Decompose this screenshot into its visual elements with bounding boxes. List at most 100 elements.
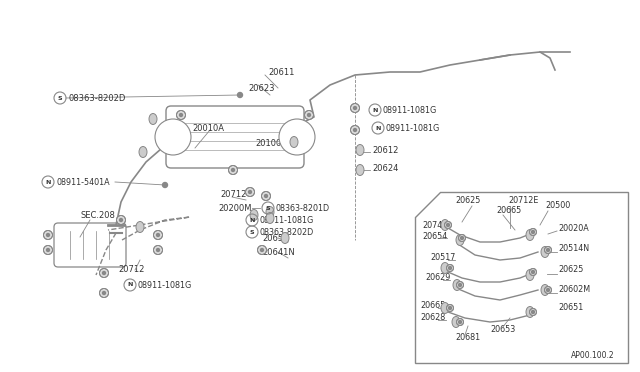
- Text: 20665: 20665: [496, 205, 521, 215]
- Text: 20654: 20654: [422, 231, 447, 241]
- Ellipse shape: [250, 209, 258, 221]
- Circle shape: [47, 234, 49, 237]
- Text: 08911-5401A: 08911-5401A: [56, 177, 109, 186]
- Ellipse shape: [281, 232, 289, 244]
- Ellipse shape: [139, 147, 147, 157]
- Circle shape: [458, 321, 461, 324]
- Text: 20628: 20628: [420, 314, 445, 323]
- Text: 20712: 20712: [118, 266, 145, 275]
- Circle shape: [529, 228, 536, 235]
- Text: 20010A: 20010A: [192, 124, 224, 132]
- Text: 20602M: 20602M: [558, 285, 590, 295]
- Text: 20651: 20651: [558, 304, 583, 312]
- Text: 20020A: 20020A: [558, 224, 589, 232]
- Polygon shape: [415, 192, 628, 363]
- Text: 20624: 20624: [372, 164, 398, 173]
- Text: 20625: 20625: [558, 266, 584, 275]
- Circle shape: [155, 119, 191, 155]
- Text: 20745: 20745: [422, 221, 447, 230]
- Text: N: N: [372, 108, 378, 112]
- Circle shape: [458, 234, 465, 241]
- Circle shape: [447, 264, 454, 272]
- Text: 08363-8202D: 08363-8202D: [68, 93, 125, 103]
- Circle shape: [531, 311, 534, 314]
- Text: 20612: 20612: [372, 145, 398, 154]
- Ellipse shape: [356, 164, 364, 176]
- Circle shape: [237, 93, 243, 97]
- Ellipse shape: [441, 302, 449, 314]
- Circle shape: [179, 113, 182, 116]
- Circle shape: [279, 119, 315, 155]
- Text: N: N: [375, 125, 381, 131]
- Circle shape: [353, 128, 356, 131]
- Text: N: N: [45, 180, 51, 185]
- Ellipse shape: [526, 269, 534, 280]
- Text: AP00.100.2: AP00.100.2: [572, 350, 615, 359]
- Ellipse shape: [456, 234, 464, 246]
- Circle shape: [529, 269, 536, 276]
- Circle shape: [102, 292, 106, 295]
- Circle shape: [449, 307, 451, 310]
- Text: 20514N: 20514N: [558, 244, 589, 253]
- Circle shape: [351, 103, 360, 112]
- Circle shape: [531, 231, 534, 234]
- Circle shape: [305, 110, 314, 119]
- Ellipse shape: [541, 247, 549, 257]
- Circle shape: [351, 125, 360, 135]
- Text: S: S: [250, 230, 254, 234]
- Circle shape: [264, 195, 268, 198]
- Circle shape: [260, 248, 264, 251]
- Circle shape: [353, 106, 356, 109]
- Ellipse shape: [149, 113, 157, 125]
- FancyBboxPatch shape: [54, 223, 126, 267]
- Circle shape: [545, 247, 552, 253]
- Circle shape: [445, 221, 451, 228]
- Text: S: S: [266, 205, 270, 211]
- Text: 08911-1081G: 08911-1081G: [260, 215, 314, 224]
- Circle shape: [154, 246, 163, 254]
- Circle shape: [547, 248, 550, 251]
- Text: 20629: 20629: [425, 273, 451, 282]
- Circle shape: [44, 231, 52, 240]
- Circle shape: [262, 192, 271, 201]
- Circle shape: [449, 266, 451, 269]
- Text: SEC.208: SEC.208: [80, 211, 115, 219]
- Circle shape: [307, 113, 310, 116]
- Text: 08911-1081G: 08911-1081G: [138, 280, 192, 289]
- Text: 08363-8202D: 08363-8202D: [260, 228, 314, 237]
- Ellipse shape: [453, 279, 461, 291]
- Circle shape: [447, 305, 454, 311]
- Text: N: N: [127, 282, 132, 288]
- Circle shape: [177, 110, 186, 119]
- Ellipse shape: [441, 263, 449, 273]
- Text: 20665: 20665: [420, 301, 445, 310]
- Text: N: N: [250, 218, 255, 222]
- Text: 20653: 20653: [490, 326, 515, 334]
- Circle shape: [44, 246, 52, 254]
- Ellipse shape: [266, 206, 274, 218]
- Circle shape: [163, 183, 168, 187]
- Circle shape: [246, 187, 255, 196]
- Ellipse shape: [541, 285, 549, 295]
- Circle shape: [232, 169, 234, 171]
- Text: 20652: 20652: [262, 234, 289, 243]
- Ellipse shape: [266, 212, 274, 224]
- Text: 20200M: 20200M: [218, 203, 252, 212]
- Circle shape: [461, 237, 463, 240]
- Text: 20100: 20100: [255, 138, 281, 148]
- Circle shape: [456, 282, 463, 289]
- Text: 20641N: 20641N: [262, 247, 295, 257]
- Circle shape: [447, 224, 449, 227]
- Ellipse shape: [356, 144, 364, 155]
- Circle shape: [157, 248, 159, 251]
- Ellipse shape: [526, 230, 534, 241]
- Circle shape: [228, 166, 237, 174]
- Ellipse shape: [136, 221, 144, 232]
- Text: S: S: [58, 96, 62, 100]
- Text: 20623: 20623: [248, 83, 275, 93]
- Text: 20517: 20517: [430, 253, 456, 263]
- Circle shape: [154, 231, 163, 240]
- Ellipse shape: [441, 219, 449, 231]
- Circle shape: [458, 283, 461, 286]
- Circle shape: [99, 289, 109, 298]
